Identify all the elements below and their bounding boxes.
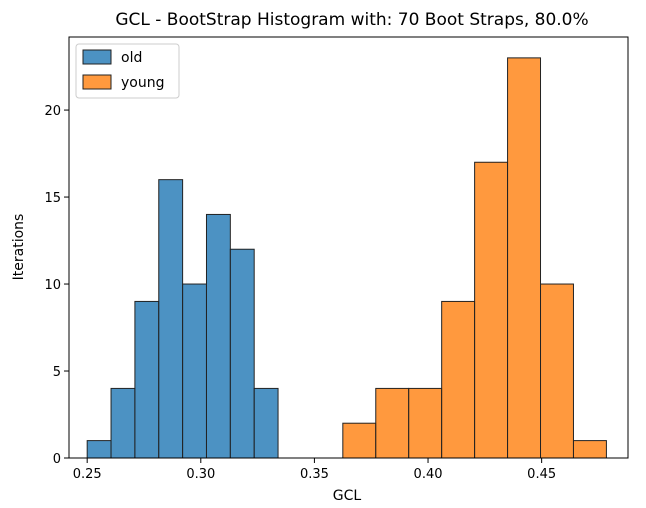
x-tick-label: 0.25 <box>73 467 102 482</box>
bar-old-5 <box>205 213 231 459</box>
x-tick-label: 0.40 <box>414 467 443 482</box>
x-tick-label: 0.45 <box>527 467 556 482</box>
x-tick-label: 0.30 <box>186 467 215 482</box>
plot-frame <box>68 36 629 459</box>
bar-young-0 <box>342 422 377 459</box>
bar-young-3 <box>441 300 476 459</box>
x-axis-label: GCL <box>333 488 362 504</box>
y-tick-label: 15 <box>44 191 61 206</box>
bars-group <box>86 57 607 459</box>
chart-title: GCL - BootStrap Histogram with: 70 Boot … <box>115 10 588 30</box>
legend-label-young: young <box>121 75 164 91</box>
bar-old-3 <box>158 179 184 459</box>
y-tick-label: 0 <box>53 452 61 467</box>
legend: old young <box>75 43 180 99</box>
legend-swatch-young <box>82 74 112 90</box>
bar-young-5 <box>507 57 542 459</box>
bar-old-1 <box>110 387 136 459</box>
bar-old-2 <box>134 300 160 459</box>
y-axis-ticks: 0 5 10 15 20 <box>44 104 69 467</box>
bar-old-0 <box>86 440 112 459</box>
x-axis-ticks: 0.25 0.30 0.35 0.40 0.45 <box>73 458 556 482</box>
x-tick-label: 0.35 <box>300 467 329 482</box>
bar-old-6 <box>229 248 255 459</box>
bar-young-4 <box>474 161 509 459</box>
y-tick-label: 10 <box>44 278 61 293</box>
bar-old-7 <box>253 387 279 459</box>
bar-old-4 <box>182 283 207 459</box>
bar-young-1 <box>375 387 410 459</box>
bar-young-2 <box>408 387 443 459</box>
bar-young-7 <box>572 440 607 459</box>
y-tick-label: 5 <box>53 365 61 380</box>
y-axis-label: Iterations <box>11 214 27 281</box>
legend-label-old: old <box>121 50 142 66</box>
bar-young-6 <box>540 283 574 459</box>
y-tick-label: 20 <box>44 104 61 119</box>
legend-swatch-old <box>82 49 112 65</box>
